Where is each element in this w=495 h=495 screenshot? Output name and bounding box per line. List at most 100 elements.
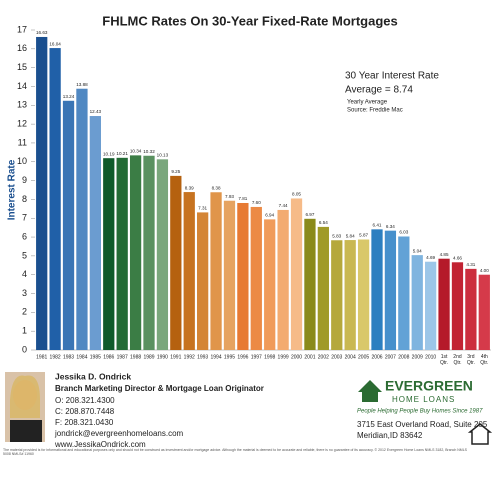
bar	[411, 255, 423, 350]
x-tick-label: 1987	[117, 354, 128, 360]
bar	[357, 239, 370, 350]
bar	[143, 155, 155, 350]
footer-contact: F: 208.321.0430	[55, 418, 114, 427]
y-axis-label: Interest Rate	[7, 159, 18, 220]
bar	[438, 258, 450, 350]
y-tick-label: 13	[17, 100, 27, 110]
x-tick-label: 1995	[224, 354, 235, 360]
y-tick-label: 15	[17, 62, 27, 72]
value-label: 6.41	[373, 223, 382, 228]
x-tick-label: 2007	[385, 354, 396, 360]
value-label: 16.63	[36, 30, 48, 35]
y-tick-label: 5	[22, 250, 27, 260]
logo-sub: HOME LOANS	[392, 395, 455, 404]
y-tick-label: 16	[17, 43, 27, 53]
x-tick-label: 3rd Qtr.	[467, 354, 475, 366]
value-label: 5.84	[346, 233, 355, 238]
value-label: 5.87	[359, 233, 368, 238]
y-tick-label: 7	[22, 213, 27, 223]
x-tick-label: 1st Qtr.	[440, 354, 448, 366]
bar	[398, 236, 410, 350]
footer-contact: C: 208.870.7448	[55, 407, 115, 416]
value-label: 7.81	[238, 196, 247, 201]
value-label: 7.60	[252, 200, 261, 205]
bar	[170, 175, 182, 350]
y-tick-label: 12	[17, 118, 27, 128]
x-tick-label: 1998	[264, 354, 275, 360]
x-tick-label: 4th Qtr.	[480, 354, 488, 366]
y-tick-label: 10	[17, 156, 27, 166]
x-tick-label: 1981	[36, 354, 47, 360]
x-tick-label: 1997	[251, 354, 262, 360]
x-tick-label: 1986	[103, 354, 114, 360]
annotation: Yearly Average	[347, 100, 388, 106]
bar	[116, 157, 128, 350]
x-tick-label: 2004	[345, 354, 356, 360]
x-tick-label: 1992	[184, 354, 195, 360]
y-tick-label: 9	[22, 175, 27, 185]
x-tick-label: 1988	[130, 354, 141, 360]
equal-housing-icon	[467, 423, 493, 445]
bar	[425, 261, 437, 350]
bar	[331, 240, 343, 350]
bar	[250, 206, 262, 350]
value-label: 4.85	[440, 252, 449, 257]
disclaimer-box: The material provided is for information…	[3, 448, 468, 456]
x-tick-label: 2006	[371, 354, 382, 360]
x-tick-label: 1983	[63, 354, 74, 360]
y-tick-label: 1	[22, 326, 27, 336]
bar	[384, 230, 397, 350]
bar	[478, 274, 490, 350]
value-label: 10.32	[143, 149, 155, 154]
y-tick-label: 4	[22, 269, 27, 279]
bar	[197, 212, 209, 350]
annotation: Source: Freddie Mac	[347, 108, 403, 114]
y-tick-label: 3	[22, 288, 27, 298]
x-tick-label: 2008	[398, 354, 409, 360]
bar	[49, 48, 61, 350]
value-label: 4.00	[480, 268, 489, 273]
value-label: 6.97	[305, 212, 314, 217]
x-tick-label: 1982	[50, 354, 61, 360]
footer-role: Branch Marketing Director & Mortgage Loa…	[55, 384, 264, 393]
x-tick-label: 2001	[304, 354, 315, 360]
y-tick-label: 0	[22, 344, 27, 354]
value-label: 13.24	[63, 94, 75, 99]
x-tick-label: 2009	[412, 354, 423, 360]
x-tick-label: 2010	[425, 354, 436, 360]
value-label: 6.54	[319, 220, 328, 225]
bar	[317, 226, 329, 350]
bar	[89, 116, 101, 350]
address: Meridian,ID 83642	[357, 431, 423, 440]
address: 3715 East Overland Road, Suite 205	[357, 420, 488, 429]
plot: 01234567891011121314151617198116.6319821…	[17, 24, 491, 366]
value-label: 7.44	[279, 203, 288, 208]
x-tick-label: 1985	[90, 354, 101, 360]
y-tick-label: 2	[22, 307, 27, 317]
bar	[210, 192, 222, 350]
bar	[76, 88, 88, 351]
footer-name: Jessika D. Ondrick	[55, 371, 131, 381]
value-label: 7.93	[225, 194, 234, 199]
disclaimer: The material provided is for information…	[3, 448, 468, 456]
value-label: 5.04	[413, 248, 422, 253]
bar	[277, 209, 289, 350]
bar	[156, 159, 169, 350]
chart-title: FHLMC Rates On 30-Year Fixed-Rate Mortga…	[102, 13, 397, 28]
x-tick-label: 2005	[358, 354, 369, 360]
value-label: 10.13	[157, 153, 169, 158]
x-tick-label: 1990	[157, 354, 168, 360]
value-label: 4.66	[453, 256, 462, 261]
value-label: 7.31	[198, 206, 207, 211]
bar	[237, 202, 249, 350]
bar	[371, 229, 383, 350]
footer-contact: O: 208.321.4300	[55, 396, 115, 405]
logo: EVERGREEN	[385, 378, 473, 394]
y-tick-label: 17	[17, 24, 27, 34]
bar	[304, 218, 316, 350]
bar	[36, 36, 48, 350]
logo-icon	[358, 380, 382, 402]
bar	[344, 240, 356, 350]
y-tick-label: 8	[22, 194, 27, 204]
